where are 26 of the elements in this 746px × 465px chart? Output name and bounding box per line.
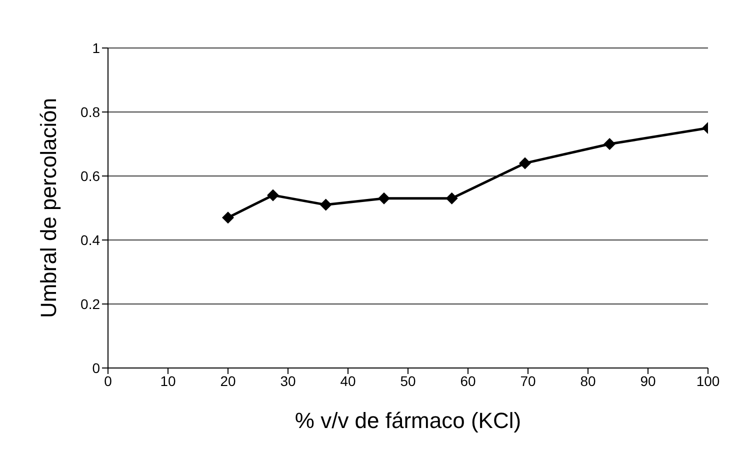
x-tick-label: 70	[520, 372, 536, 389]
y-tick-label: 0.8	[80, 104, 100, 120]
point	[320, 198, 332, 211]
x-axis-title: % v/v de fármaco (KCl)	[294, 408, 522, 433]
point	[378, 192, 390, 204]
point	[604, 138, 616, 150]
y-tick-label: 1	[92, 40, 100, 56]
x-tick-label: 0	[104, 372, 112, 389]
point	[446, 192, 458, 204]
y-tick-label: 0.6	[80, 168, 100, 184]
point	[267, 189, 279, 202]
x-tick-label: 20	[220, 372, 236, 389]
x-tick-label: 30	[280, 372, 296, 389]
y-tick-label: 0	[92, 360, 100, 376]
y-tick-label: 0.4	[80, 232, 100, 248]
point	[519, 157, 531, 170]
x-tick-label: 40	[340, 372, 356, 389]
y-axis-title: Umbral de percolación	[36, 98, 61, 318]
x-tick-label: 10	[160, 372, 176, 389]
x-tick-label: 60	[460, 372, 476, 389]
point	[222, 212, 234, 224]
x-tick-label: 90	[640, 372, 656, 389]
x-tick-label: 80	[580, 372, 596, 389]
x-tick-label: 100	[696, 372, 720, 389]
y-tick-label: 0.2	[80, 296, 100, 312]
x-tick-label: 50	[400, 372, 416, 389]
